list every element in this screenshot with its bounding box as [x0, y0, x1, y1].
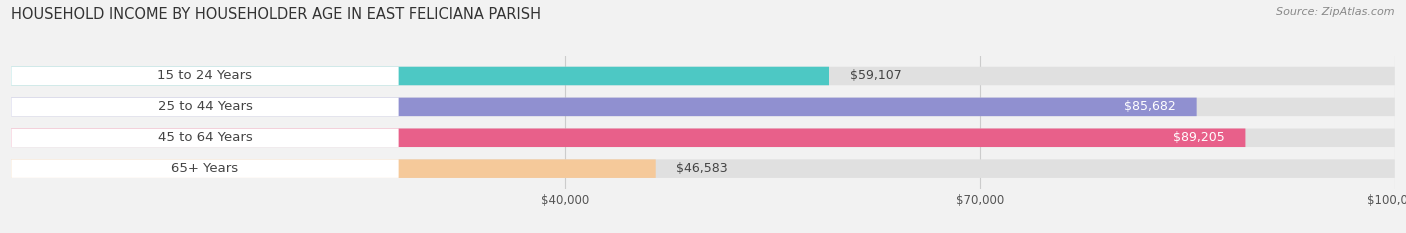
- FancyBboxPatch shape: [11, 159, 399, 178]
- FancyBboxPatch shape: [11, 129, 1246, 147]
- FancyBboxPatch shape: [11, 67, 1395, 85]
- FancyBboxPatch shape: [11, 98, 1197, 116]
- FancyBboxPatch shape: [11, 98, 1395, 116]
- Text: 45 to 64 Years: 45 to 64 Years: [157, 131, 252, 144]
- Text: 15 to 24 Years: 15 to 24 Years: [157, 69, 253, 82]
- FancyBboxPatch shape: [11, 129, 1395, 147]
- Text: $89,205: $89,205: [1173, 131, 1225, 144]
- Text: HOUSEHOLD INCOME BY HOUSEHOLDER AGE IN EAST FELICIANA PARISH: HOUSEHOLD INCOME BY HOUSEHOLDER AGE IN E…: [11, 7, 541, 22]
- FancyBboxPatch shape: [11, 159, 655, 178]
- Text: $85,682: $85,682: [1125, 100, 1175, 113]
- Text: $46,583: $46,583: [676, 162, 728, 175]
- FancyBboxPatch shape: [11, 159, 1395, 178]
- Text: Source: ZipAtlas.com: Source: ZipAtlas.com: [1277, 7, 1395, 17]
- Text: 65+ Years: 65+ Years: [172, 162, 239, 175]
- FancyBboxPatch shape: [11, 129, 399, 147]
- Text: $59,107: $59,107: [849, 69, 901, 82]
- FancyBboxPatch shape: [11, 98, 399, 116]
- FancyBboxPatch shape: [11, 67, 399, 85]
- FancyBboxPatch shape: [11, 67, 830, 85]
- Text: 25 to 44 Years: 25 to 44 Years: [157, 100, 252, 113]
